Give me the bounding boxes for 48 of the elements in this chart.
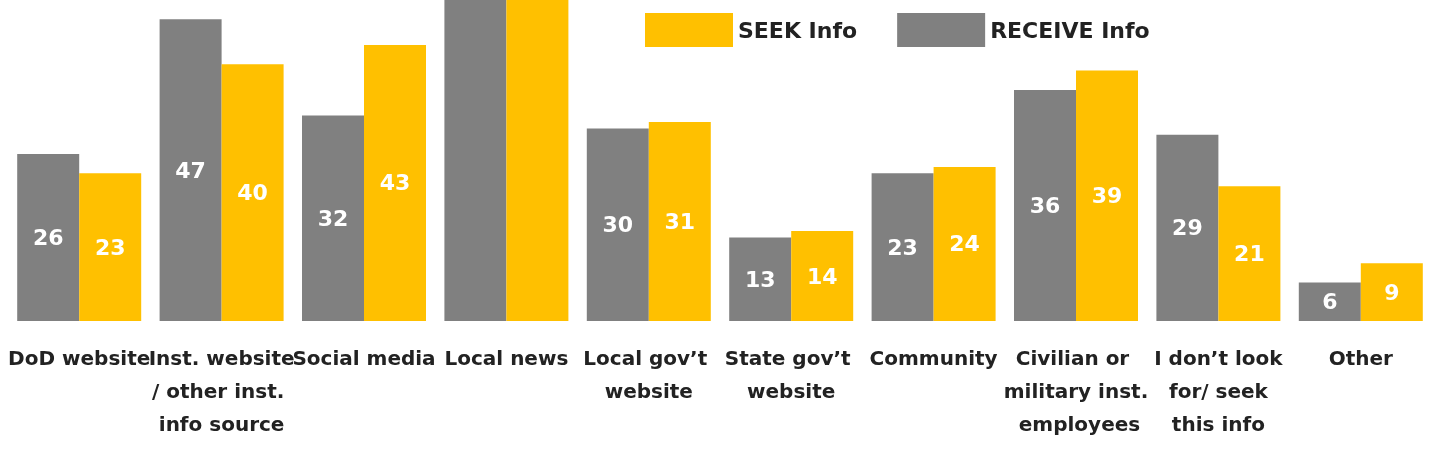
data-label: 24 <box>949 231 980 257</box>
bar <box>791 231 854 321</box>
bar <box>364 44 426 321</box>
data-label: 13 <box>744 266 776 292</box>
bar <box>1014 89 1076 321</box>
x-tick-label: I don’t look for/ seek this info <box>1154 345 1284 436</box>
x-tick-label: DoD website <box>8 345 151 370</box>
data-label: 40 <box>237 180 268 206</box>
bar <box>1156 134 1219 321</box>
bar <box>302 115 364 321</box>
bar <box>221 64 284 321</box>
data-label: 23 <box>94 234 126 260</box>
bar <box>1076 70 1138 321</box>
x-tick-label: State gov’t website <box>724 345 858 403</box>
x-tick-label: Local news <box>444 345 569 370</box>
data-label: 36 <box>1029 192 1061 218</box>
data-label: 9 <box>1384 279 1400 305</box>
bar <box>729 237 792 321</box>
x-tick-label: Community <box>869 345 998 370</box>
bar <box>444 0 507 321</box>
bar <box>933 166 996 321</box>
bar <box>1298 282 1361 321</box>
legend-label: SEEK Info <box>738 17 858 43</box>
data-label: 47 <box>175 157 206 183</box>
bar <box>586 128 649 321</box>
data-label: 29 <box>1172 215 1203 241</box>
data-label: 43 <box>379 170 411 196</box>
data-label: 32 <box>317 205 349 231</box>
x-tick-label: Local gov’t website <box>583 345 715 403</box>
bar <box>17 154 80 321</box>
data-label: 30 <box>602 212 634 238</box>
bar <box>1218 186 1281 321</box>
data-label: 26 <box>32 225 64 251</box>
bar <box>648 121 711 321</box>
legend-label: RECEIVE Info <box>990 17 1150 43</box>
bar <box>79 173 142 321</box>
data-label: 14 <box>806 263 838 289</box>
bar <box>506 0 569 321</box>
data-label: 39 <box>1091 183 1123 209</box>
bar <box>159 19 222 321</box>
x-tick-label: Other <box>1328 345 1394 370</box>
data-label: 21 <box>1234 241 1265 267</box>
x-tick-label: Civilian or military inst. employees <box>1003 345 1149 436</box>
bar <box>1360 263 1423 321</box>
data-label: 23 <box>887 234 918 260</box>
data-label: 6 <box>1322 289 1338 315</box>
bar <box>871 173 934 321</box>
data-label: 31 <box>664 208 696 234</box>
